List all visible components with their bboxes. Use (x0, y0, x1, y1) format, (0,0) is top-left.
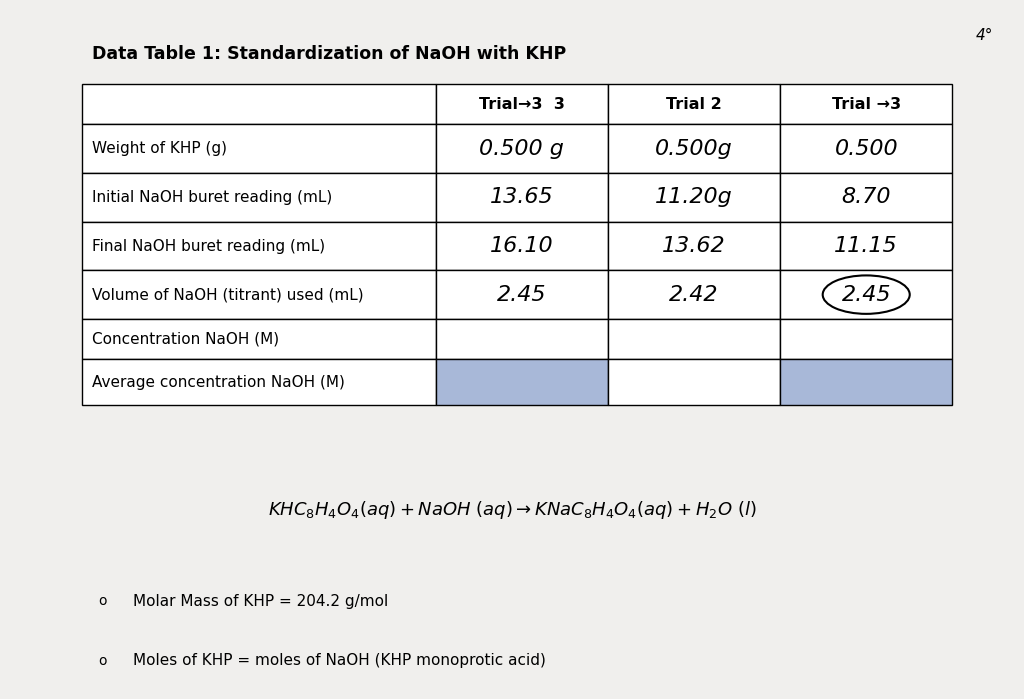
Text: Data Table 1: Standardization of NaOH with KHP: Data Table 1: Standardization of NaOH wi… (92, 45, 566, 63)
Text: Molar Mass of KHP = 204.2 g/mol: Molar Mass of KHP = 204.2 g/mol (133, 593, 388, 609)
Bar (82, 124, 435, 173)
Text: 11.20g: 11.20g (655, 187, 733, 208)
Bar (608, 319, 780, 359)
Bar (780, 173, 952, 222)
Text: o: o (98, 594, 106, 608)
Bar (435, 84, 608, 124)
Bar (780, 222, 952, 271)
Bar (780, 319, 952, 359)
Text: 2.45: 2.45 (842, 284, 891, 305)
Text: 2.42: 2.42 (670, 284, 719, 305)
Bar (435, 173, 608, 222)
Text: 4°: 4° (976, 28, 993, 43)
Text: 0.500 g: 0.500 g (479, 138, 564, 159)
Bar (435, 359, 608, 405)
Text: $KHC_8H_4O_4(aq) + NaOH\ (aq) \rightarrow KNaC_8H_4O_4(aq) + H_2O\ (l)$: $KHC_8H_4O_4(aq) + NaOH\ (aq) \rightarro… (267, 499, 757, 521)
Bar (608, 271, 780, 319)
Text: Final NaOH buret reading (mL): Final NaOH buret reading (mL) (92, 238, 326, 254)
Text: 0.500g: 0.500g (655, 138, 733, 159)
Bar (82, 173, 435, 222)
Bar (435, 222, 608, 271)
Bar (780, 124, 952, 173)
Text: Volume of NaOH (titrant) used (mL): Volume of NaOH (titrant) used (mL) (92, 287, 364, 302)
Bar (82, 84, 435, 124)
Bar (780, 359, 952, 405)
Text: Initial NaOH buret reading (mL): Initial NaOH buret reading (mL) (92, 190, 333, 205)
Bar (435, 319, 608, 359)
Text: Concentration NaOH (M): Concentration NaOH (M) (92, 332, 280, 347)
Text: 11.15: 11.15 (835, 236, 898, 256)
Text: Average concentration NaOH (M): Average concentration NaOH (M) (92, 375, 345, 390)
Text: 13.65: 13.65 (489, 187, 554, 208)
Bar (435, 124, 608, 173)
Bar (82, 271, 435, 319)
Text: Trial →3: Trial →3 (831, 96, 901, 112)
Text: 13.62: 13.62 (663, 236, 726, 256)
Text: 8.70: 8.70 (842, 187, 891, 208)
Text: 2.45: 2.45 (497, 284, 547, 305)
Text: o: o (98, 654, 106, 668)
Bar (608, 173, 780, 222)
Text: 0.500: 0.500 (835, 138, 898, 159)
Text: 16.10: 16.10 (489, 236, 554, 256)
Bar (780, 84, 952, 124)
Bar (780, 271, 952, 319)
Text: Trial 2: Trial 2 (667, 96, 722, 112)
Bar (608, 359, 780, 405)
Bar (435, 271, 608, 319)
Bar (82, 222, 435, 271)
Text: Trial→3  3: Trial→3 3 (479, 96, 564, 112)
Bar (82, 359, 435, 405)
Text: Moles of KHP = moles of NaOH (KHP monoprotic acid): Moles of KHP = moles of NaOH (KHP monopr… (133, 653, 546, 668)
Bar (608, 84, 780, 124)
Bar (608, 222, 780, 271)
Text: Weight of KHP (g): Weight of KHP (g) (92, 141, 227, 157)
Bar (82, 319, 435, 359)
Bar (608, 124, 780, 173)
